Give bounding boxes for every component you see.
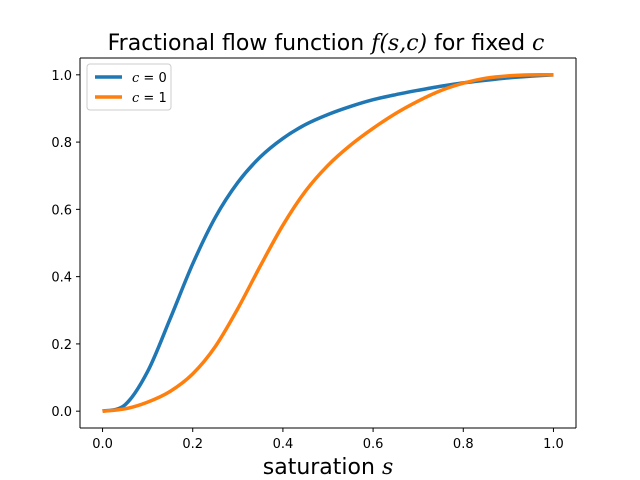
legend-label-math: c (132, 71, 140, 86)
y-tick-label: 0.2 (51, 338, 72, 353)
legend-label-value: = 0 (139, 71, 166, 86)
plot-area: 0.0 0.2 0.4 0.6 0.8 1.0 0.0 0.2 0.4 0.6 0.8 1.0 (51, 57, 577, 452)
series-layer (102, 72, 554, 413)
x-axis-ticks: 0.0 0.2 0.4 0.6 0.8 1.0 (92, 428, 564, 452)
plot-background (80, 58, 576, 428)
chart-title-prefix: Fractional flow function (108, 31, 372, 56)
series-line-1 (102, 72, 554, 413)
chart-title-math: f(s,c) (369, 31, 427, 56)
chart-title-mid: for fixed (427, 31, 532, 56)
legend: c = 0c = 1 (86, 63, 172, 111)
y-tick-label: 0.6 (51, 203, 72, 218)
x-tick-label: 0.8 (453, 437, 474, 452)
y-tick-label: 1.0 (51, 69, 72, 84)
x-tick-label: 0.6 (363, 437, 384, 452)
legend-label-1: c = 1 (132, 91, 167, 106)
legend-label-math: c (132, 91, 140, 106)
x-tick-label: 0.2 (182, 437, 203, 452)
legend-label-0: c = 0 (132, 71, 167, 86)
axes-frame (79, 57, 577, 429)
x-axis-label-prefix: saturation (263, 455, 382, 480)
legend-label-value: = 1 (139, 91, 166, 106)
legend-entries: c = 0c = 1 (95, 71, 167, 106)
x-axis-label: saturation s (263, 455, 393, 480)
x-tick-label: 0.0 (92, 437, 113, 452)
y-tick-label: 0.4 (51, 271, 72, 286)
x-axis-label-math: s (382, 455, 393, 480)
x-tick-label: 0.4 (273, 437, 294, 452)
x-tick-label: 1.0 (543, 437, 564, 452)
chart-title-math2: c (532, 31, 544, 56)
y-tick-label: 0.8 (51, 136, 72, 151)
chart-title: Fractional flow function f(s,c) for fixe… (108, 31, 545, 56)
y-tick-label: 0.0 (51, 405, 72, 420)
y-axis-ticks: 0.0 0.2 0.4 0.6 0.8 1.0 (51, 69, 80, 420)
